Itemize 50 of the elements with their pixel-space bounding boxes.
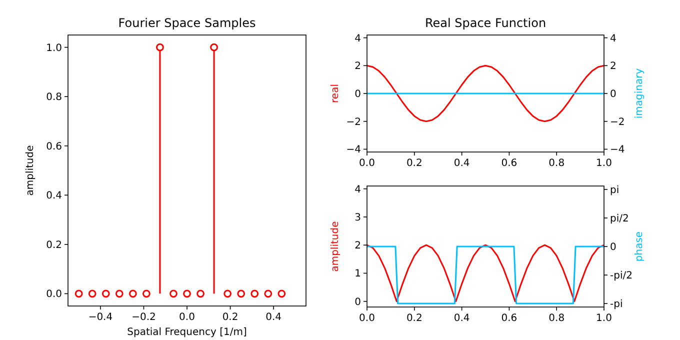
x-tick-label: 1.0 (596, 313, 612, 324)
y2-axis-title: phase (634, 231, 645, 262)
y-tick-label: 2 (354, 240, 361, 252)
y2-tick-label: pi (610, 184, 620, 196)
y-tick-label: 0 (354, 296, 361, 308)
x-tick-label: 0.8 (548, 313, 565, 324)
x-tick-label: 0.6 (501, 313, 518, 324)
y-tick-label: 1.0 (46, 42, 62, 54)
y-tick-label: −4 (346, 144, 361, 156)
y-tick-label: 2 (354, 61, 361, 72)
x-tick-label: 0.2 (222, 312, 238, 323)
y2-tick-label: 0 (610, 89, 616, 100)
y-tick-label: 4 (354, 184, 361, 196)
y2-tick-label: 2 (610, 61, 616, 72)
y-axis-title: amplitude (25, 145, 36, 196)
x-tick-label: 0.6 (501, 158, 518, 169)
x-axis-title: Spatial Frequency [1/m] (127, 327, 247, 338)
y-tick-label: 0.4 (46, 190, 62, 202)
x-tick-label: 0.0 (179, 312, 195, 323)
x-tick-label: 0.4 (454, 313, 470, 324)
y2-tick-label: 4 (610, 33, 616, 44)
y-tick-label: 0.6 (46, 141, 62, 152)
y2-tick-label: −4 (610, 144, 625, 156)
line-series (367, 64, 604, 122)
x-tick-label: 1.0 (596, 158, 612, 169)
x-tick-label: −0.2 (132, 312, 156, 323)
y-tick-label: 4 (354, 33, 361, 44)
x-tick-label: −0.4 (88, 312, 113, 323)
y-tick-label: 0.2 (46, 240, 62, 251)
x-tick-label: 0.4 (266, 312, 282, 323)
x-tick-label: 0.2 (406, 313, 422, 324)
y-tick-label: 0.8 (46, 92, 62, 104)
y2-tick-label: pi/2 (610, 213, 629, 224)
y2-tick-label: -pi/2 (610, 270, 632, 282)
y2-tick-label: 0 (610, 242, 616, 253)
y-tick-label: 3 (354, 212, 361, 224)
y-tick-label: 1 (354, 268, 361, 280)
y-tick-label: −2 (346, 116, 361, 128)
y2-tick-label: −2 (610, 116, 625, 128)
chart-title: Real Space Function (424, 16, 546, 30)
y-tick-label: 0 (354, 89, 361, 100)
y-axis-title: real (330, 84, 341, 103)
x-tick-label: 0.8 (548, 158, 565, 169)
x-tick-label: 0.4 (454, 158, 470, 169)
y-axis-title: amplitude (330, 221, 341, 272)
y-tick-label: 0.0 (46, 289, 62, 300)
x-tick-label: 0.2 (406, 158, 422, 169)
y2-tick-label: -pi (610, 299, 623, 310)
y2-axis-title: imaginary (634, 68, 645, 119)
chart-title: Fourier Space Samples (118, 16, 256, 30)
